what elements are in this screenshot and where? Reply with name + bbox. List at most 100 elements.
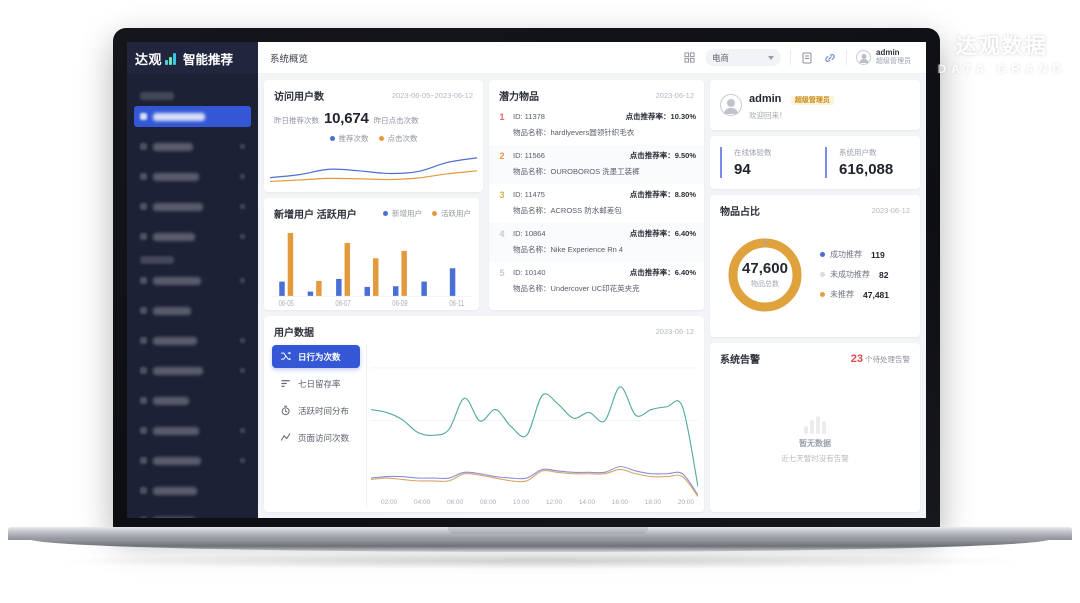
data-tab-label: 页面访问次数 (298, 432, 350, 443)
stat-value: 616,088 (839, 161, 894, 178)
legend-value: 47,481 (863, 289, 889, 300)
data-tab-1[interactable]: 七日留存率 (272, 372, 360, 395)
sidebar-item-0-1[interactable] (134, 136, 251, 157)
sidebar-item-1-7[interactable] (134, 480, 251, 501)
laptop-screen: 达观 智能推荐 系统概览 电商 (127, 42, 926, 518)
watermark-en: DATA GRAND (937, 62, 1066, 76)
legend-label: 推荐次数 (338, 134, 369, 143)
ratio-legend: 成功推荐 119 未成功推荐 82 未推荐 47,481 (808, 249, 912, 300)
sidebar-item-1-5[interactable] (134, 420, 251, 441)
item-rank: 2 (499, 151, 505, 161)
item-row-id: ID: 11378 点击推荐率：10.30% (513, 111, 696, 122)
data-tab-2[interactable]: 活跃时间分布 (272, 399, 360, 422)
legend-label: 活跃用户 (441, 209, 471, 218)
product-select[interactable]: 电商 (705, 49, 781, 66)
avatar (856, 50, 871, 65)
user-text: admin 超级管理员 (876, 48, 911, 67)
sidebar-item-icon (140, 173, 147, 180)
item-id: ID: 11475 (513, 190, 545, 199)
sidebar-item-label (153, 336, 197, 345)
svg-text:06-07: 06-07 (335, 300, 350, 308)
legend-label: 成功推荐 (830, 250, 862, 259)
sidebar-item-1-8[interactable] (134, 510, 251, 518)
link-icon[interactable] (823, 51, 837, 65)
sidebar-item-0-3[interactable] (134, 196, 251, 217)
chevron-right-icon (240, 144, 245, 149)
data-card-title: 用户数据 (274, 328, 314, 339)
topbar-actions: 电商 admin 超级管理员 (682, 48, 926, 67)
sidebar-item-1-6[interactable] (134, 450, 251, 471)
sidebar-item-1-0[interactable] (134, 270, 251, 291)
logo-subtitle: 智能推荐 (183, 52, 234, 67)
stat-online: 在线体验数 94 (720, 147, 815, 178)
right-column: admin 超级管理员 欢迎回来！ 在线体验数 94 系统用户数 616,088 (710, 80, 920, 512)
watermark: 达观数据 DATA GRAND (938, 30, 1066, 76)
sidebar-item-label (153, 276, 201, 285)
sidebar-item-0-0[interactable] (134, 106, 251, 127)
visit-card-title: 访问用户数 (274, 92, 324, 103)
items-card-date: 2023-06-12 (655, 91, 694, 100)
stat-value: 94 (734, 161, 751, 178)
list-item[interactable]: 2 ID: 11566 点击推荐率：9.50% 物品名称：OUROBOROS 洗墨工装… (489, 145, 704, 184)
data-chart-xaxis: 02:00 04:00 06:00 08:00 10:00 12:00 14:00 16:00… (371, 498, 698, 508)
admin-name-row: admin 超级管理员 (749, 89, 834, 107)
sidebar-item-label (153, 456, 201, 465)
ratio-legend-item-1: 未成功推荐 82 (820, 269, 912, 280)
xaxis-tick-2: 06:00 (446, 499, 464, 506)
data-tab-3[interactable]: 页面访问次数 (272, 426, 360, 449)
data-tab-label: 七日留存率 (298, 378, 341, 389)
sidebar-item-1-2[interactable] (134, 330, 251, 351)
donut-chart: 47,600 物品总数 (722, 232, 808, 318)
sidebar-item-label (153, 172, 199, 181)
list-item[interactable]: 1 ID: 11378 点击推荐率：10.30% 物品名称：hardlyevers圆领… (489, 106, 704, 145)
items-list: 1 ID: 11378 点击推荐率：10.30% 物品名称：hardlyevers圆领… (489, 106, 704, 301)
sidebar-item-1-4[interactable] (134, 390, 251, 411)
doc-icon[interactable] (800, 51, 814, 65)
sidebar-item-label (153, 142, 193, 151)
topbar: 系统概览 电商 (258, 42, 926, 74)
sidebar-item-icon (140, 397, 147, 404)
admin-text: admin 超级管理员 欢迎回来！ (749, 89, 834, 121)
new-active-users-card: 新增用户 活跃用户 新增用户 活跃用户 (264, 198, 479, 310)
xaxis-tick-8: 18:00 (644, 499, 662, 506)
chevron-right-icon (240, 204, 245, 209)
list-item[interactable]: 5 ID: 10140 点击推荐率：6.40% 物品名称：Undercover UC印… (489, 262, 704, 301)
sidebar-item-0-4[interactable] (134, 226, 251, 247)
chevron-right-icon (240, 428, 245, 433)
list-item[interactable]: 4 ID: 10864 点击推荐率：6.40% 物品名称：Nike Experienc… (489, 223, 704, 262)
users-bar-chart: 06-05 06-07 06-09 06-11 (264, 221, 479, 310)
visit-users-card: 访问用户数 2023-06-05~2023-06-12 昨日推荐次数 10,67… (264, 80, 483, 192)
sidebar-item-icon (140, 367, 147, 374)
sidebar-item-icon (140, 337, 147, 344)
item-ratio-card: 物品占比 2023-06-12 47,600 物品总数 成功推荐 119 未成功推荐… (710, 195, 920, 337)
sidebar-item-1-1[interactable] (134, 300, 251, 321)
legend-value: 82 (879, 269, 889, 280)
item-body: ID: 11566 点击推荐率：9.50% 物品名称：OUROBOROS 洗墨工装裤 (513, 150, 696, 179)
legend-swatch (820, 252, 825, 257)
sidebar-item-0-2[interactable] (134, 166, 251, 187)
kpi-label: 昨日推荐次数 (274, 116, 319, 125)
sidebar-item-icon (140, 143, 147, 150)
sidebar-item-label (153, 366, 203, 375)
sidebar-item-label (153, 232, 195, 241)
sidebar-item-label (153, 202, 203, 211)
items-card-title: 潜力物品 (499, 92, 539, 103)
legend-item: 新增用户 (383, 208, 422, 219)
xaxis-tick-7: 16:00 (611, 499, 629, 506)
logo-text: 达观 (135, 51, 163, 67)
item-row-id: ID: 10140 点击推荐率：6.40% (513, 267, 696, 278)
breadcrumb: 系统概览 (270, 53, 309, 65)
sidebar-item-1-3[interactable] (134, 360, 251, 381)
potential-items-card: 潜力物品 2023-06-12 1 ID: 11378 点击推荐率：10.30% 物品… (489, 80, 704, 310)
ratio-legend-item-2: 未推荐 47,481 (820, 289, 912, 300)
user-menu[interactable]: admin 超级管理员 (856, 48, 916, 67)
data-card-body: 日行为次数七日留存率活跃时间分布页面访问次数 02:00 04:00 06:00 08… (264, 339, 704, 512)
item-rank: 3 (499, 190, 505, 200)
sidebar-nav (127, 74, 258, 518)
grid-icon[interactable] (682, 51, 696, 65)
item-name: 物品名称：Nike Experience Rn 4 (513, 245, 624, 254)
item-rate: 点击推荐率：6.40% (629, 268, 696, 277)
list-item[interactable]: 3 ID: 11475 点击推荐率：8.80% 物品名称：ACROSS 防水邮差包 (489, 184, 704, 223)
data-tab-0[interactable]: 日行为次数 (272, 345, 360, 368)
app-logo: 达观 智能推荐 (127, 42, 258, 74)
